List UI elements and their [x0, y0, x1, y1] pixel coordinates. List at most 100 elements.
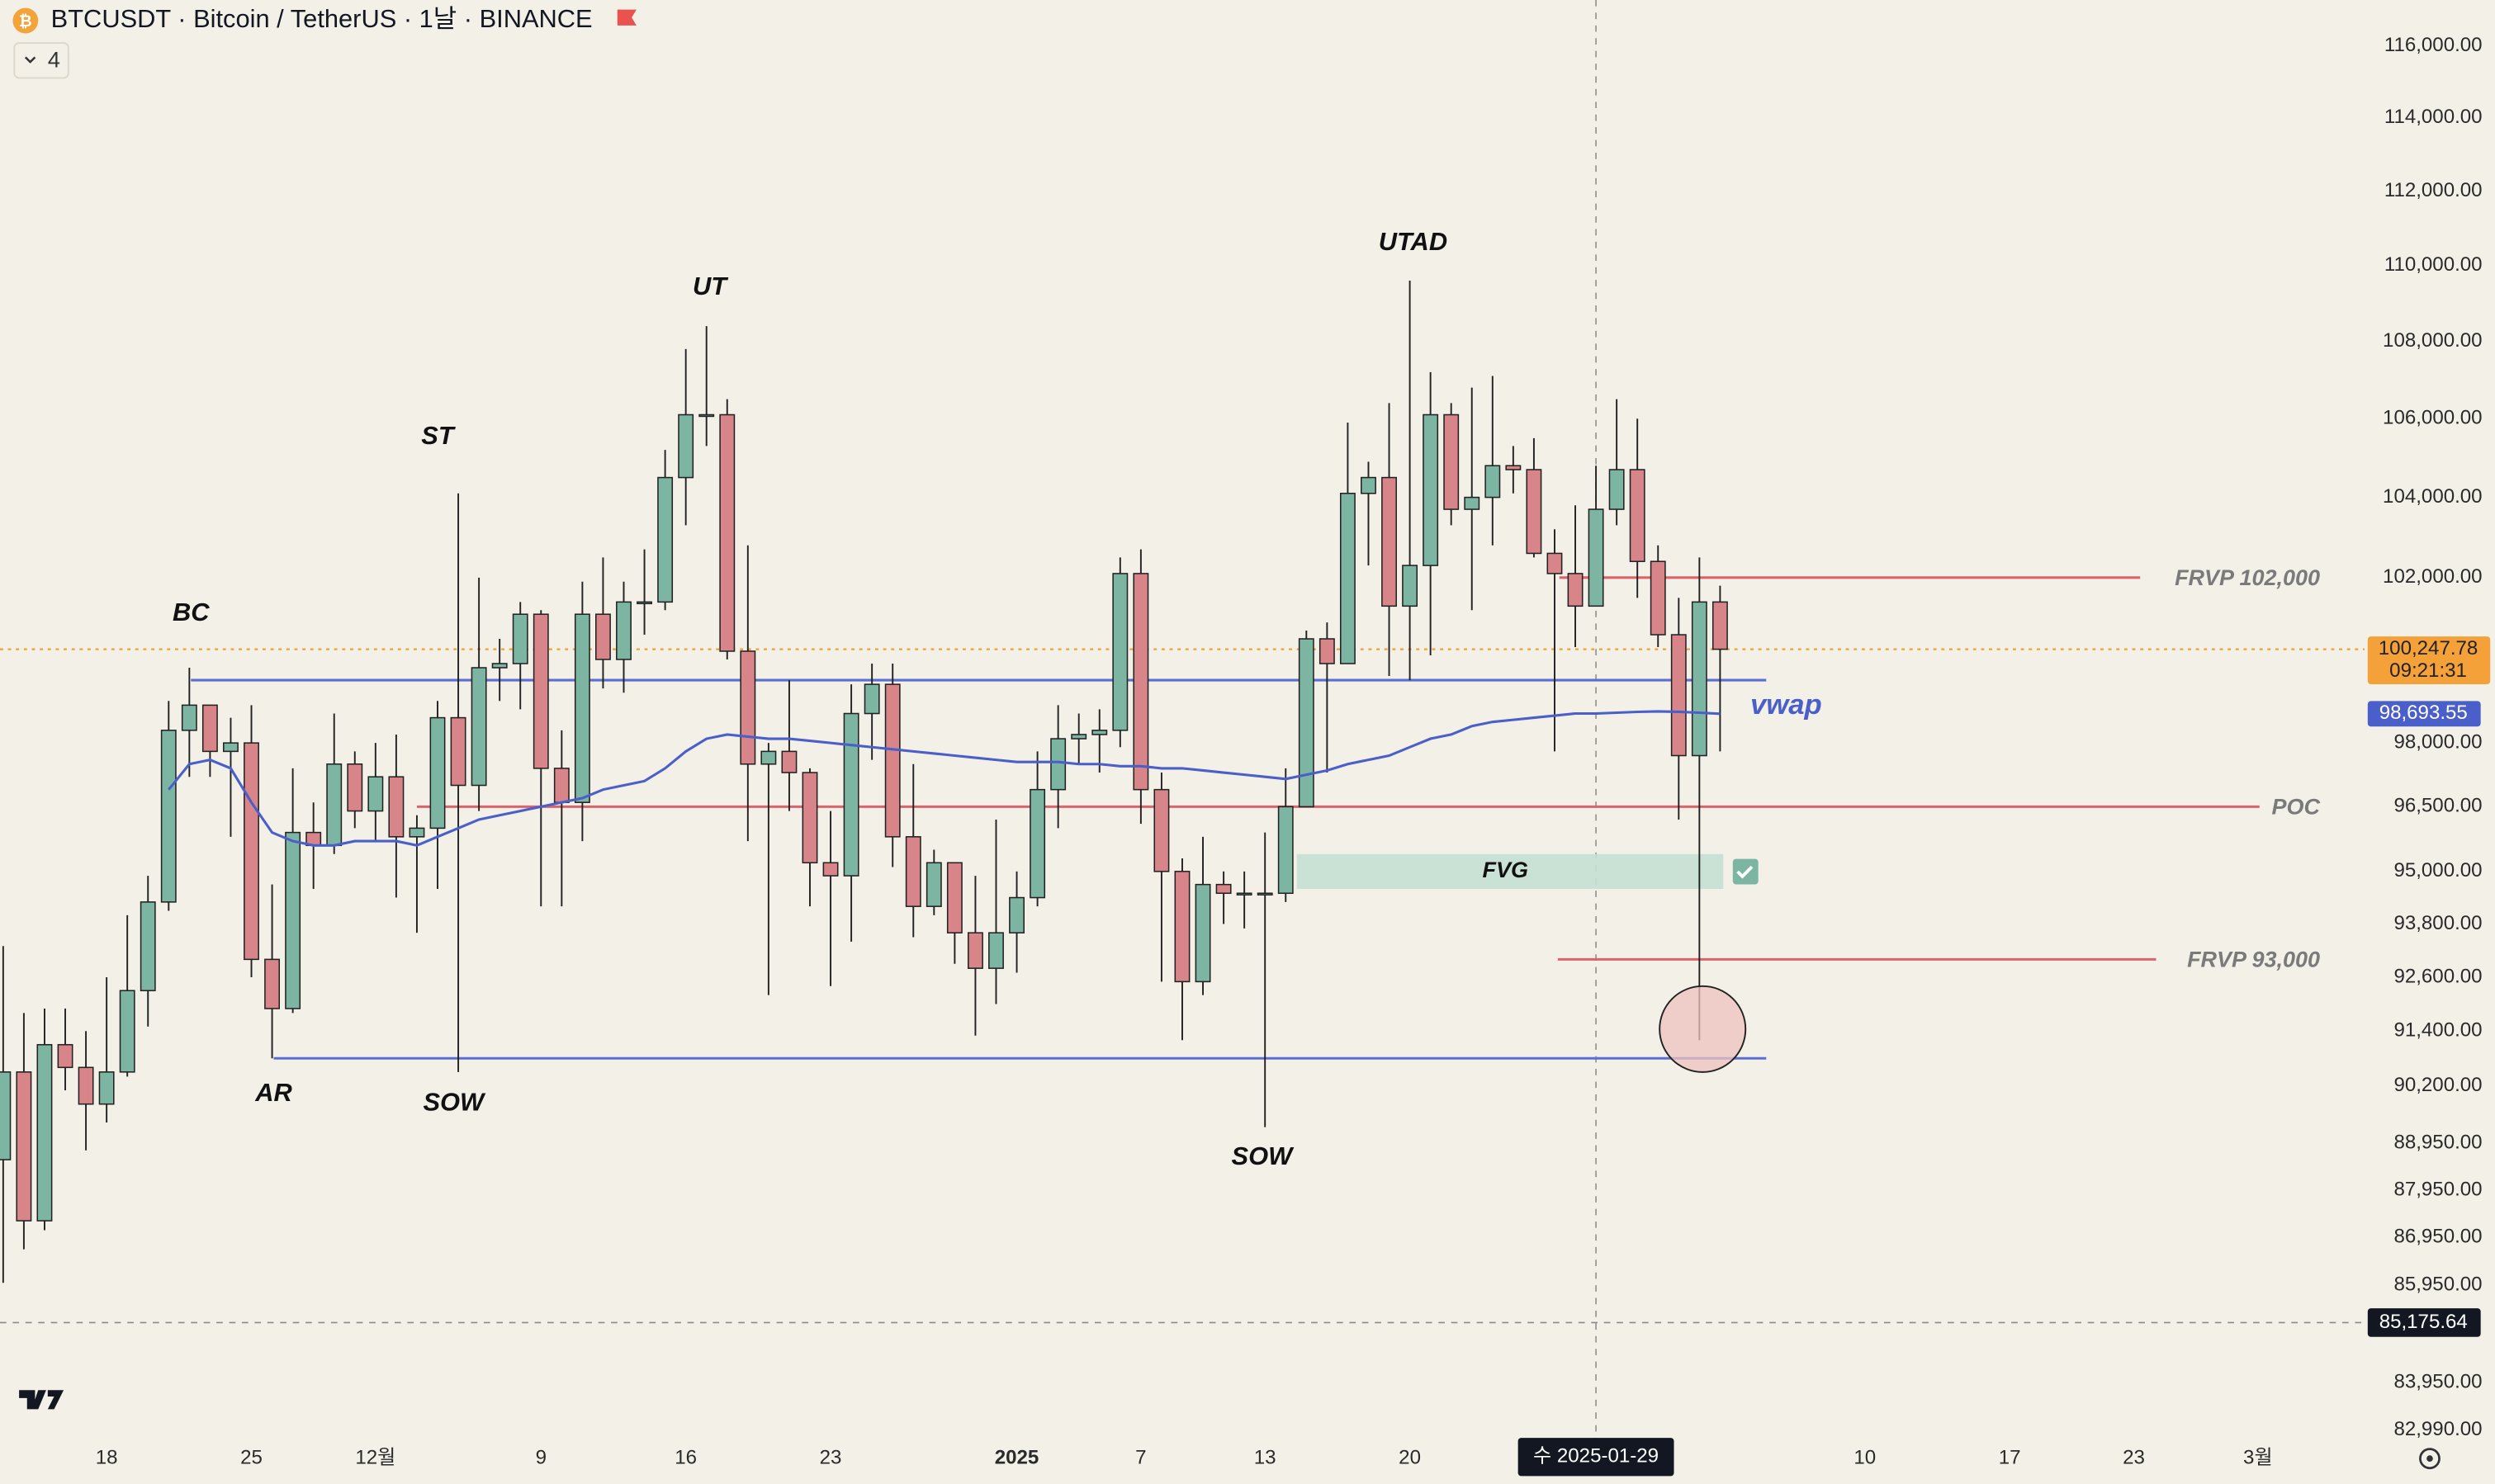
tradingview-logo[interactable] — [19, 1390, 64, 1410]
candle-body — [1608, 469, 1625, 510]
candle-body — [967, 932, 983, 969]
candle-body — [1629, 469, 1645, 563]
level-label: FRVP 93,000 — [2187, 947, 2320, 971]
candle-body — [57, 1043, 73, 1069]
candle-body — [1650, 560, 1666, 636]
fvg-zone — [1296, 853, 1724, 889]
wyckoff-label: UT — [693, 272, 728, 300]
vwap-tag — [2367, 701, 2481, 727]
candle-body — [533, 613, 549, 769]
y-tick-label: 85,950.00 — [2393, 1273, 2482, 1295]
candle-body — [1071, 734, 1087, 740]
symbol-icon — [12, 7, 39, 34]
candle-body — [1505, 465, 1522, 470]
candle-body — [1402, 565, 1418, 607]
candle-body — [822, 862, 839, 877]
y-tick-label: 104,000.00 — [2383, 485, 2483, 508]
candle-body — [657, 476, 674, 603]
symbol-icon-glyph: ₿ — [19, 13, 32, 31]
candle-body — [553, 768, 570, 803]
candle-body — [1009, 896, 1025, 933]
y-tick-label: 102,000.00 — [2383, 565, 2483, 588]
check-icon — [1736, 865, 1754, 879]
plot-area — [0, 0, 2365, 1440]
candle-body — [698, 414, 715, 418]
wyckoff-label: SOW — [423, 1088, 486, 1117]
candle-body — [450, 716, 466, 787]
last-price-tag — [2367, 636, 2491, 684]
chart-title: BTCUSDT · Bitcoin / TetherUS · 1날 · BINA… — [51, 4, 593, 33]
candle-body — [1567, 573, 1584, 607]
candle-body — [802, 772, 818, 864]
candle-body — [201, 704, 218, 753]
x-tick-label: 2025 — [995, 1447, 1039, 1469]
candle-body — [223, 742, 239, 753]
candle-body — [1195, 883, 1211, 983]
y-tick-label: 86,950.00 — [2393, 1226, 2482, 1248]
x-tick-label: 12월 — [355, 1447, 395, 1469]
candle-body — [574, 613, 590, 803]
x-tick-label: 10 — [1853, 1447, 1876, 1469]
settings-icon-dot — [2426, 1455, 2433, 1463]
candle-body — [1215, 883, 1232, 895]
candle-body — [16, 1071, 32, 1222]
wyckoff-label: AR — [254, 1078, 292, 1107]
candle-body — [1236, 892, 1252, 896]
crosshair-price-text: 85,175.64 — [2379, 1311, 2468, 1333]
settings-icon[interactable] — [2419, 1448, 2441, 1470]
candle-body — [1339, 493, 1356, 664]
wyckoff-label: UTAD — [1379, 227, 1447, 256]
x-tick-label: 3월 — [2243, 1447, 2273, 1469]
y-tick-label: 90,200.00 — [2393, 1074, 2482, 1096]
candle-body — [946, 862, 963, 933]
candle-body — [491, 663, 508, 669]
candle-body — [471, 667, 487, 787]
candle-body — [616, 601, 632, 660]
y-tick-label: 96,500.00 — [2393, 795, 2482, 817]
y-tick-label: 93,800.00 — [2393, 912, 2482, 934]
candle-body — [347, 763, 363, 812]
candle-body — [1546, 552, 1563, 574]
candle-body — [1423, 414, 1439, 566]
candle-body — [1361, 476, 1376, 494]
x-tick-label: 23 — [820, 1447, 842, 1469]
indicator-toggle[interactable] — [13, 42, 69, 79]
candle-body — [1277, 806, 1294, 895]
x-tick-label: 23 — [2123, 1447, 2145, 1469]
candle-body — [1257, 892, 1273, 896]
candle-body — [160, 730, 177, 903]
crosshair-date-tag — [1517, 1438, 1674, 1477]
y-tick-label: 114,000.00 — [2384, 106, 2483, 128]
y-tick-label: 92,600.00 — [2393, 965, 2482, 987]
y-tick-label: 98,000.00 — [2393, 731, 2482, 754]
chevron-icon — [24, 56, 36, 64]
candle-body — [367, 776, 384, 812]
candle-body — [140, 901, 156, 991]
x-tick-label: 20 — [1399, 1447, 1421, 1469]
y-tick-label: 95,000.00 — [2393, 859, 2482, 881]
wyckoff-label: BC — [173, 598, 210, 626]
candle-body — [1526, 469, 1542, 555]
series-label: vwap — [1750, 689, 1822, 721]
candle-body — [244, 742, 259, 961]
candle-body — [78, 1066, 94, 1105]
highlight-circle — [1659, 985, 1747, 1073]
crosshair-price-tag — [2367, 1308, 2481, 1337]
candle-body — [1484, 465, 1501, 499]
candle-body — [119, 990, 135, 1073]
candle-body — [0, 1071, 12, 1160]
y-tick-label: 83,950.00 — [2393, 1370, 2482, 1392]
candle-body — [1443, 414, 1460, 510]
candle-body — [1153, 788, 1170, 872]
x-tick-label: 17 — [1999, 1447, 2021, 1469]
y-tick-label: 87,950.00 — [2393, 1178, 2482, 1200]
candle-body — [512, 613, 528, 664]
level-label: POC — [2272, 794, 2321, 819]
candle-body — [409, 827, 425, 838]
x-tick-label: 9 — [536, 1447, 547, 1469]
fvg-label: FVG — [1482, 858, 1527, 882]
flag-icon[interactable] — [617, 9, 637, 26]
